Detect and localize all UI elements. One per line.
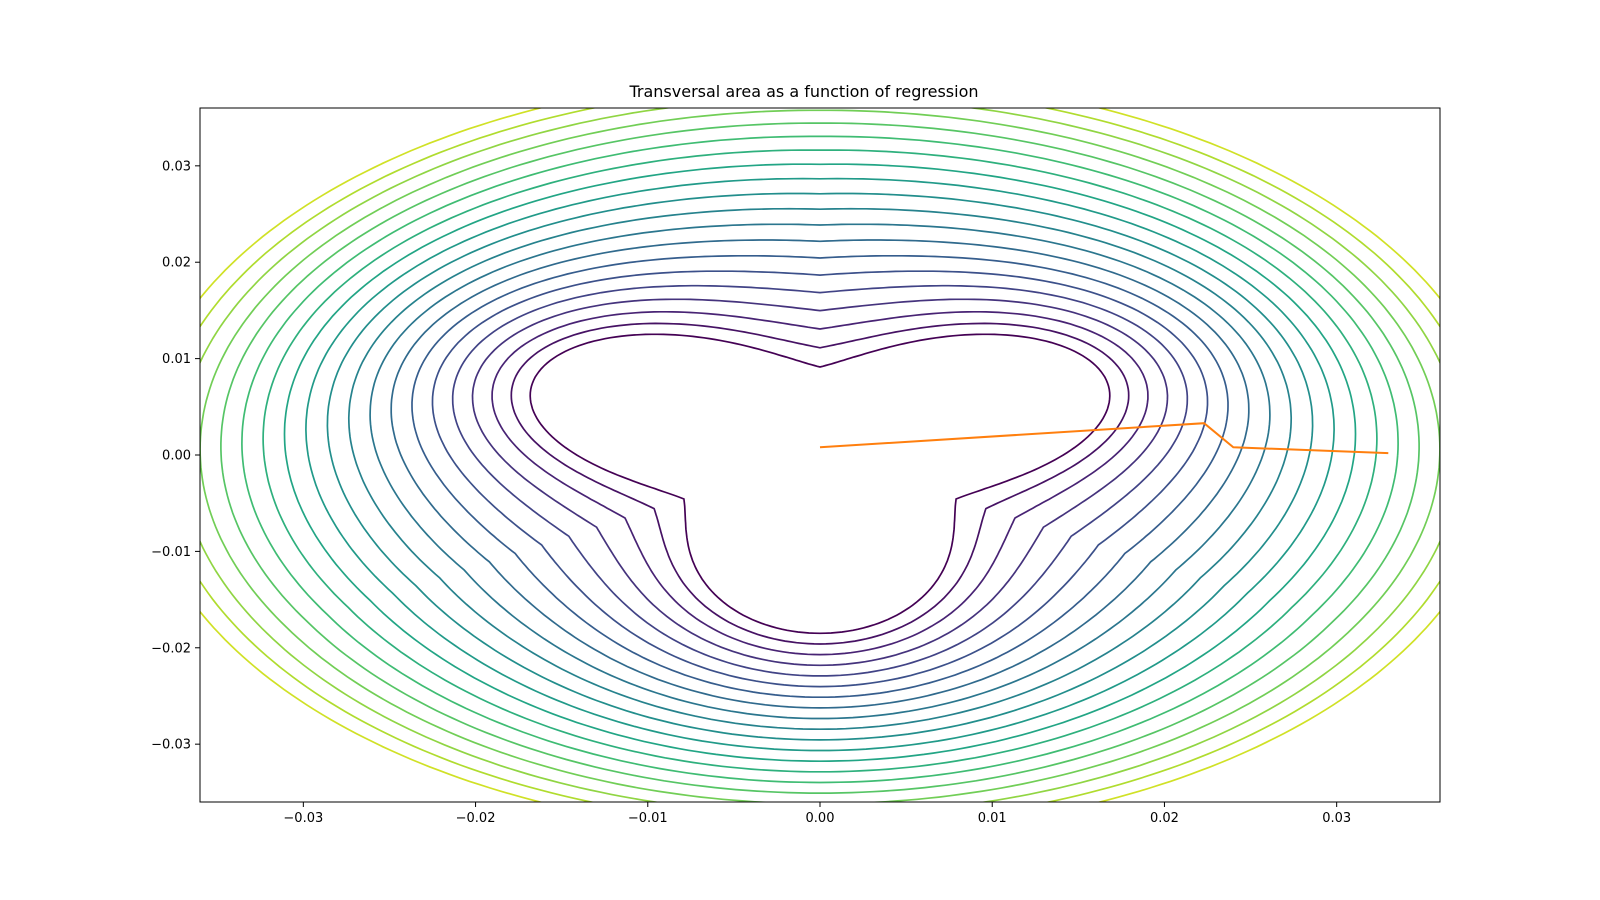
contour-line: [241, 135, 1399, 784]
x-tick-label: −0.01: [628, 811, 668, 826]
y-tick-label: 0.02: [162, 256, 191, 271]
contour-line: [200, 108, 1440, 802]
contour-line: [471, 298, 1169, 667]
contour-line: [451, 284, 1189, 677]
series-line: [819, 422, 1389, 455]
x-tick-label: 0.01: [978, 811, 1007, 826]
x-tick-label: −0.03: [283, 811, 323, 826]
y-tick-label: 0.03: [162, 159, 191, 174]
y-tick-label: −0.03: [151, 738, 191, 753]
y-tick-label: −0.02: [151, 641, 191, 656]
x-tick-label: −0.02: [456, 811, 496, 826]
chart-title: Transversal area as a function of regres…: [628, 82, 978, 101]
contour-line: [200, 108, 1440, 802]
contour-line: [390, 239, 1250, 709]
contour-line: [491, 310, 1149, 656]
x-axis: −0.03 −0.02 −0.01 0.00 0.01 0.02 0.03: [283, 802, 1351, 826]
contour-line: [326, 192, 1314, 741]
contour-line: [220, 122, 1420, 794]
contour-line: [529, 333, 1111, 635]
contour-line: [510, 322, 1130, 645]
y-axis: 0.03 0.02 0.01 0.00 −0.01 −0.02 −0.03: [151, 159, 200, 753]
contour-line: [200, 108, 1440, 802]
x-tick-label: 0.02: [1150, 811, 1179, 826]
y-tick-label: 0.00: [162, 449, 191, 464]
contour-line: [347, 207, 1293, 731]
y-tick-label: 0.01: [162, 352, 191, 367]
contour-line: [411, 254, 1229, 699]
y-tick-label: −0.01: [151, 545, 191, 560]
contour-line: [305, 177, 1335, 752]
contour-line: [262, 149, 1378, 773]
line-series: [819, 422, 1389, 455]
contour-line: [369, 223, 1271, 720]
contour-line: [283, 163, 1357, 763]
x-tick-label: 0.03: [1322, 811, 1351, 826]
contour-line: [431, 270, 1209, 688]
x-tick-label: 0.00: [806, 811, 835, 826]
